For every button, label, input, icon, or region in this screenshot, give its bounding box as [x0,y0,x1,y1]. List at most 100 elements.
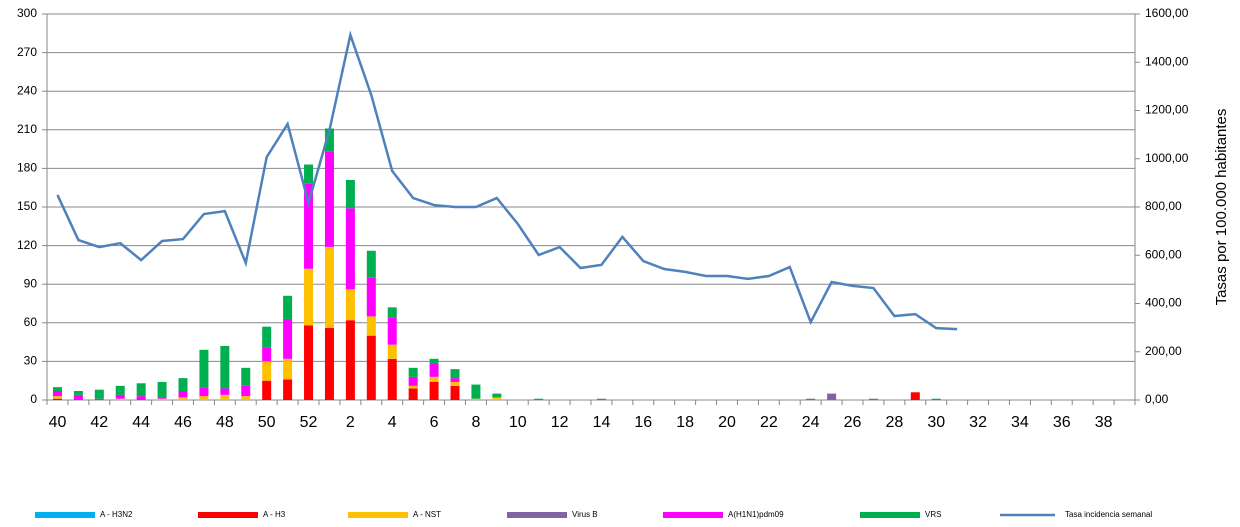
y2-tick-label: 200,00 [1145,344,1182,358]
x-tick-label: 34 [1011,414,1029,431]
y-tick-label: 90 [24,276,38,290]
bar-segment [304,268,314,326]
bar-segment [450,378,460,382]
x-tick-label: 30 [927,414,945,431]
x-tick-label: 32 [969,414,987,431]
bar-segment [387,344,397,359]
bar-segment [492,397,502,400]
bar-segment [262,361,272,381]
x-tick-label: 6 [430,414,439,431]
x-tick-label: 22 [760,414,778,431]
bar-segment [304,164,314,184]
bar-segment [94,389,104,399]
bar-segment [408,388,418,400]
y2-tick-label: 1200,00 [1145,103,1189,117]
bar-segment [220,394,230,400]
bar-segment [52,398,62,400]
x-tick-label: 46 [174,414,192,431]
bar-segment [931,398,941,400]
y-tick-label: 60 [24,315,38,329]
bar-segment [115,385,125,395]
bar-segment [283,318,293,359]
bar-segment [450,381,460,386]
legend-swatch [507,512,567,518]
bar-segment [283,358,293,380]
bar-segment [387,358,397,400]
bar-segment [73,394,83,400]
legend-label: Tasa incidencia semanal [1065,510,1152,519]
bar-segment [262,380,272,400]
bar-segment [596,398,606,400]
bar-segment [157,397,167,399]
bar-segment [178,378,188,391]
bar-segment [241,367,251,386]
bar-segment [52,387,62,391]
bar-segment [450,369,460,379]
y-tick-label: 0 [30,392,37,406]
bar-segment [366,277,376,317]
legend-label: A - H3N2 [100,510,133,519]
y2-tick-label: 800,00 [1145,199,1182,213]
legend-swatch [348,512,408,518]
y2-tick-label: 400,00 [1145,296,1182,310]
bar-segment [806,398,816,400]
bar-segment [429,381,439,400]
bar-segment [52,390,62,397]
x-tick-label: 50 [258,414,276,431]
x-tick-label: 24 [802,414,820,431]
bar-segment [366,335,376,400]
bar-segment [534,398,544,400]
bar-segment [220,388,230,395]
bar-segment [408,367,418,377]
bar-segment [868,398,878,400]
bar-segment [827,393,837,400]
bar-segment [304,183,314,269]
bar-segment [345,179,355,209]
bar-segment [94,398,104,400]
x-tick-label: 48 [216,414,234,431]
x-tick-label: 10 [509,414,527,431]
bar-segment [366,250,376,278]
x-tick-label: 42 [90,414,108,431]
bar-segment [366,316,376,336]
y-tick-label: 270 [17,45,37,59]
y-tick-label: 300 [17,6,37,20]
bar-segment [324,327,334,400]
bar-segment [429,376,439,382]
bar-segment [52,396,62,399]
x-tick-label: 40 [49,414,67,431]
bar-segment [429,358,439,364]
y2-axis-label: Tasas por 100.000 habitantes [1213,109,1230,306]
x-tick-label: 52 [300,414,318,431]
legend-swatch [663,512,723,518]
x-tick-label: 18 [676,414,694,431]
bar-segment [283,379,293,400]
x-tick-label: 2 [346,414,355,431]
bar-segment [262,347,272,362]
bar-segment [471,398,481,400]
bar-segment [387,317,397,345]
x-tick-label: 38 [1095,414,1113,431]
y2-tick-label: 1000,00 [1145,151,1189,165]
y-tick-label: 240 [17,83,37,97]
bar-segment [910,392,920,400]
x-tick-label: 20 [718,414,736,431]
x-tick-label: 14 [593,414,611,431]
y2-tick-label: 1600,00 [1145,6,1189,20]
legend-swatch [35,512,95,518]
bar-segment [220,345,230,389]
bar-segment [345,320,355,400]
bar-segment [136,396,146,400]
x-tick-label: 26 [844,414,862,431]
legend-label: Virus B [572,510,598,519]
bar-segment [262,326,272,348]
x-tick-label: 28 [885,414,903,431]
bar-segment [345,208,355,290]
legend-swatch [860,512,920,518]
y2-tick-label: 1400,00 [1145,54,1189,68]
legend-swatch [198,512,258,518]
bar-segment [199,349,209,388]
bar-segment [178,397,188,400]
bar-segment [429,363,439,377]
